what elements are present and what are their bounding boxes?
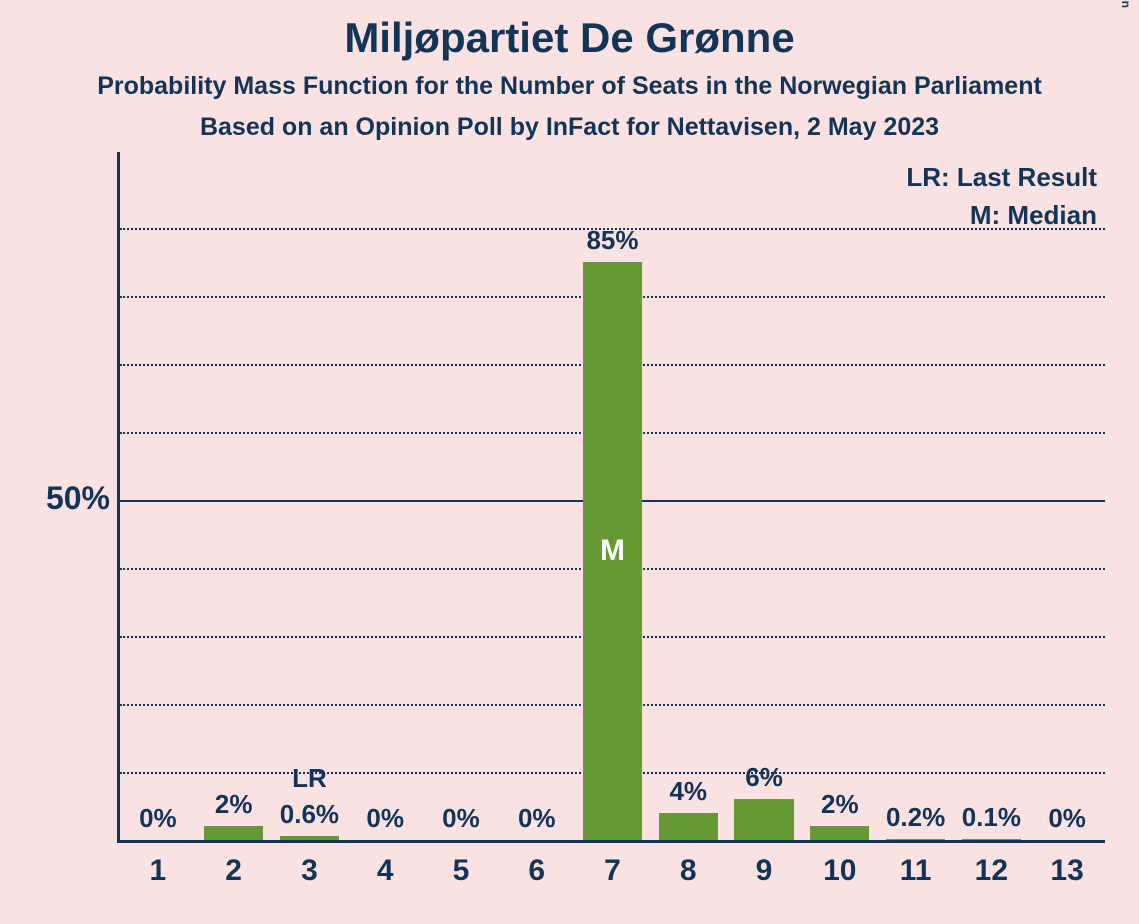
x-axis-label: 4 <box>347 854 423 888</box>
legend-median: M: Median <box>970 200 1097 231</box>
bar-value-label: 0.6% <box>272 799 348 830</box>
x-axis-label: 1 <box>120 854 196 888</box>
bar <box>659 813 718 840</box>
bar <box>280 836 339 840</box>
bar-value-label: 0% <box>120 803 196 834</box>
bar-value-label: 0.1% <box>953 802 1029 833</box>
x-axis-label: 5 <box>423 854 499 888</box>
x-axis-label: 8 <box>650 854 726 888</box>
chart-subtitle-2: Based on an Opinion Poll by InFact for N… <box>0 101 1139 142</box>
bar-value-label: 0% <box>499 803 575 834</box>
bar-value-label: 2% <box>196 789 272 820</box>
bar <box>962 839 1021 840</box>
chart-plot-area: 0%2%0.6%LR0%0%0%85%M4%6%2%0.2%0.1%0% <box>120 160 1105 840</box>
bar-value-label: 4% <box>650 776 726 807</box>
x-axis-label: 6 <box>499 854 575 888</box>
bar-value-label: 2% <box>802 789 878 820</box>
median-marker: M <box>583 534 642 568</box>
bar-value-label: 0.2% <box>878 802 954 833</box>
x-axis-label: 7 <box>575 854 651 888</box>
x-axis-label: 12 <box>953 854 1029 888</box>
bar <box>204 826 263 840</box>
lr-marker: LR <box>272 763 348 794</box>
x-axis-label: 10 <box>802 854 878 888</box>
bar <box>734 799 793 840</box>
bar-value-label: 0% <box>347 803 423 834</box>
chart-subtitle-1: Probability Mass Function for the Number… <box>0 62 1139 101</box>
x-axis-label: 11 <box>878 854 954 888</box>
bar-value-label: 85% <box>575 225 651 256</box>
y-axis-label: 50% <box>20 480 110 517</box>
bar <box>810 826 869 840</box>
bar-value-label: 0% <box>1029 803 1105 834</box>
bar <box>886 839 945 840</box>
x-axis-label: 9 <box>726 854 802 888</box>
y-axis <box>117 152 120 840</box>
bar-value-label: 0% <box>423 803 499 834</box>
x-axis-label: 13 <box>1029 854 1105 888</box>
chart-title: Miljøpartiet De Grønne <box>0 0 1139 62</box>
legend-lr: LR: Last Result <box>906 162 1097 193</box>
x-axis-label: 2 <box>196 854 272 888</box>
copyright-text: © 2025 Filip van Laenen <box>1119 0 1133 8</box>
x-axis <box>117 840 1105 843</box>
x-axis-label: 3 <box>272 854 348 888</box>
bar-value-label: 6% <box>726 762 802 793</box>
